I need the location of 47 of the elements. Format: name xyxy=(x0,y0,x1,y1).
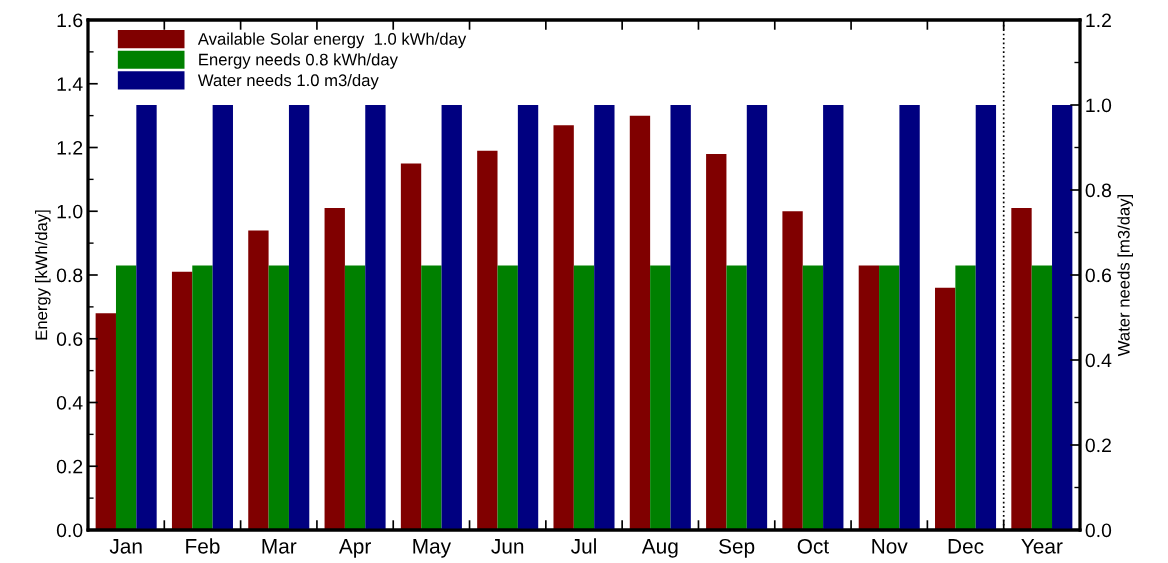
y-tick-label: 1.4 xyxy=(57,77,83,91)
y2-tick-label: 0.8 xyxy=(1085,183,1112,198)
x-tick-label: Sep xyxy=(719,538,755,558)
y-tick-label: 0.8 xyxy=(56,268,83,283)
y-tick-label: 1.6 xyxy=(57,13,83,28)
x-tick-label: Jul xyxy=(571,538,596,554)
bar xyxy=(400,163,422,530)
y2-tick-label: 0.4 xyxy=(1085,353,1112,368)
x-tick-label: Year xyxy=(1021,539,1063,554)
x-tick-label: Feb xyxy=(186,538,220,554)
legend-label: Energy needs 0.8 kWh/day xyxy=(199,53,398,69)
bar xyxy=(782,211,803,530)
bar xyxy=(1011,208,1032,530)
y2-tick-label: 1.2 xyxy=(1086,13,1111,28)
x-tick-label: Jan xyxy=(109,539,142,554)
y2-tick-label: 0.2 xyxy=(1085,438,1111,453)
bar xyxy=(858,265,880,530)
bar xyxy=(629,115,651,530)
y-tick-label: 0.4 xyxy=(56,395,83,410)
y-tick-label: 1.0 xyxy=(57,204,83,219)
bar xyxy=(553,125,574,530)
x-tick-label: Aug xyxy=(641,539,678,558)
legend-label: Available Solar energy 1.0 kWh/day xyxy=(197,32,467,49)
x-tick-label: Apr xyxy=(338,539,371,558)
x-tick-label: Nov xyxy=(872,539,908,554)
y2-axis-title: Water needs [m3/day] xyxy=(1117,194,1133,357)
y-tick-label: 0.0 xyxy=(56,523,83,538)
y2-tick-label: 1.0 xyxy=(1086,98,1112,113)
x-tick-label: Mar xyxy=(262,539,297,554)
bar xyxy=(171,271,193,530)
y-axis-title: Energy [kWh/day] xyxy=(35,210,51,340)
x-tick-label: Oct xyxy=(797,538,829,554)
bar xyxy=(248,230,269,530)
y2-tick-label: 0.6 xyxy=(1085,268,1112,283)
bar xyxy=(935,287,956,530)
y2-tick-label: 0.0 xyxy=(1085,523,1112,538)
bar xyxy=(95,313,116,530)
y-tick-label: 0.6 xyxy=(56,332,83,346)
y-tick-label: 1.2 xyxy=(57,140,83,155)
legend-label: Water needs 1.0 m3/day xyxy=(197,73,379,90)
x-tick-label: Dec xyxy=(948,539,984,554)
bar xyxy=(324,208,345,530)
x-tick-label: Jun xyxy=(491,539,524,554)
y-tick-label: 0.2 xyxy=(56,459,83,474)
bar xyxy=(706,153,727,530)
bar xyxy=(477,150,498,530)
x-tick-label: May xyxy=(413,539,452,558)
